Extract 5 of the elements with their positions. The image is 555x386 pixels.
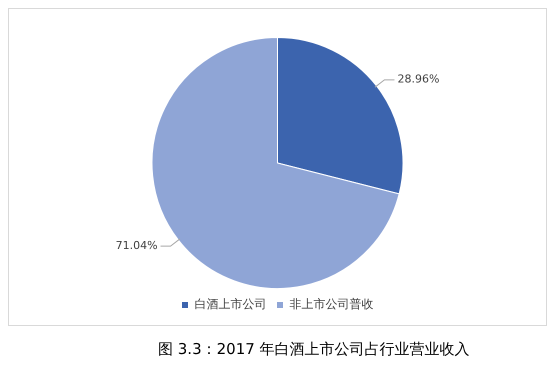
data-label: 28.96% bbox=[397, 72, 440, 86]
legend-label: 白酒上市公司 bbox=[194, 297, 266, 312]
legend-label: 非上市公司普收 bbox=[290, 297, 374, 312]
data-label: 71.04% bbox=[116, 239, 158, 252]
caption: 图 3.3：2017 年白酒上市公司占行业营业收入 bbox=[158, 340, 471, 359]
